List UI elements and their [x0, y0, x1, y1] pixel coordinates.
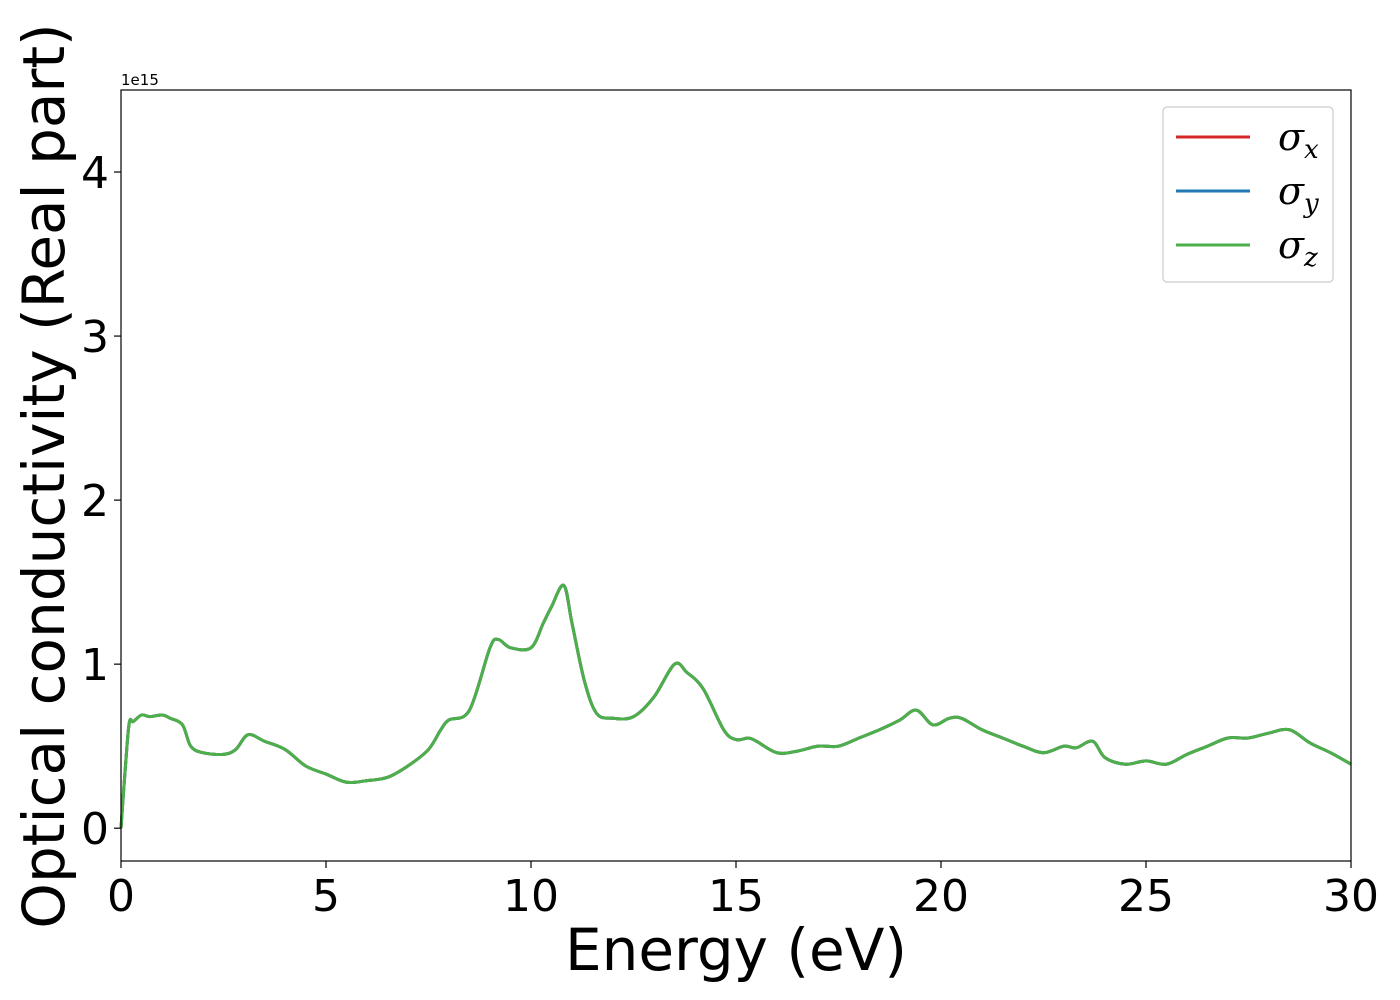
series-line-3 — [119, 583, 1352, 829]
x-tick-label: 10 — [503, 871, 559, 922]
x-tick-label: 25 — [1118, 871, 1174, 922]
x-tick-label: 20 — [913, 871, 969, 922]
y-tick-label: 2 — [81, 476, 109, 527]
y-tick-label: 0 — [81, 804, 109, 855]
series-line-2 — [119, 583, 1352, 829]
y-tick-label: 3 — [81, 312, 109, 363]
x-tick-label: 30 — [1323, 871, 1379, 922]
x-tick-label: 5 — [312, 871, 340, 922]
series-layer — [119, 583, 1352, 829]
x-axis-label: Energy (eV) — [565, 916, 907, 984]
series-line-1 — [119, 583, 1352, 829]
y-scale-offset-label: 1e15 — [121, 71, 159, 89]
x-tick-label: 0 — [107, 871, 135, 922]
legend-frame — [1162, 106, 1334, 283]
y-tick-label: 4 — [81, 148, 109, 199]
ticks-layer: 0 5 10 15 20 25 30 0 1 2 3 4 — [81, 148, 1379, 922]
y-tick-label: 1 — [81, 640, 109, 691]
x-tick-label: 15 — [708, 871, 764, 922]
y-axis-label: Optical conductivity (Real part) — [10, 23, 78, 928]
